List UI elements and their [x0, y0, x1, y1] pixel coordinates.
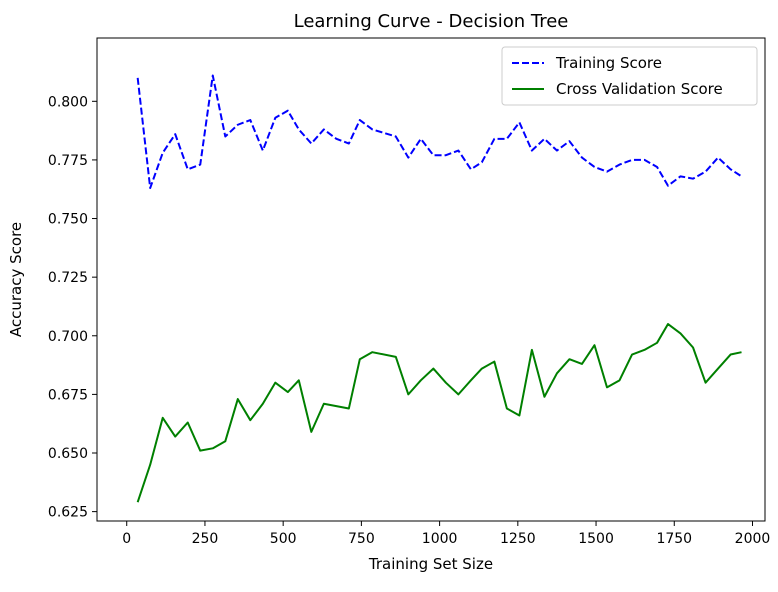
y-axis-ticks: 0.625 0.650 0.675 0.700 0.725 0.750 0.775 0.800: [48, 94, 97, 521]
x-tick-label: 750: [348, 531, 375, 547]
y-tick-label: 0.675: [48, 387, 88, 403]
series-line-training-score: [136, 74, 743, 190]
x-tick-label: 1750: [656, 531, 692, 547]
x-tick-label: 500: [270, 531, 297, 547]
series-line-cross-validation-score: [136, 323, 742, 503]
y-tick-label: 0.800: [48, 94, 88, 110]
y-tick-label: 0.775: [48, 153, 88, 169]
y-axis-label: Accuracy Score: [7, 222, 25, 337]
y-tick-label: 0.650: [48, 446, 88, 462]
chart-title: Learning Curve - Decision Tree: [294, 11, 569, 32]
axes-spines: [96, 37, 766, 522]
plot-background: [97, 38, 765, 521]
series-layer: [136, 74, 743, 503]
y-tick-label: 0.750: [48, 212, 88, 228]
legend: Training Score Cross Validation Score: [501, 46, 758, 106]
x-tick-label: 1000: [422, 531, 458, 547]
y-tick-label: 0.725: [48, 270, 88, 286]
x-tick-label: 250: [192, 531, 219, 547]
x-tick-label: 1250: [500, 531, 536, 547]
y-tick-label: 0.700: [48, 329, 88, 345]
y-tick-label: 0.625: [48, 505, 88, 521]
legend-label: Cross Validation Score: [556, 80, 723, 98]
x-tick-label: 2000: [735, 531, 771, 547]
x-axis-ticks: 0 250 500 750 1000 1250 1500 1750 2000: [122, 521, 770, 547]
plot-area: [97, 38, 765, 521]
legend-box: [501, 46, 758, 106]
x-tick-label: 0: [122, 531, 131, 547]
x-tick-label: 1500: [578, 531, 614, 547]
axes-frame: [96, 37, 766, 522]
legend-label: Training Score: [555, 54, 662, 72]
x-axis-label: Training Set Size: [368, 555, 493, 573]
